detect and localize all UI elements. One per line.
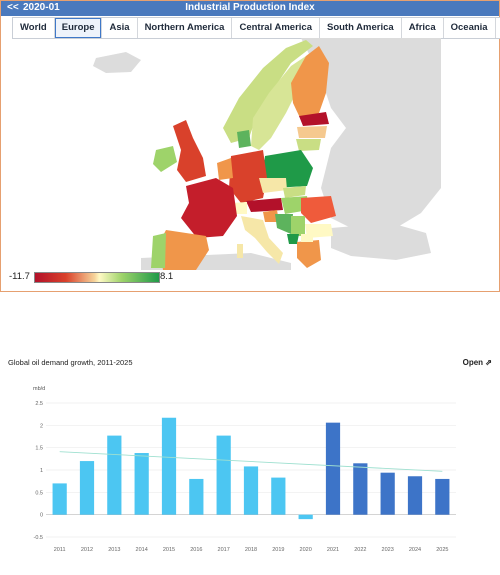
tab-europe[interactable]: Europe bbox=[54, 18, 103, 38]
bar-2020 bbox=[298, 514, 313, 520]
map-country-greece[interactable] bbox=[297, 240, 321, 268]
map-country-slovakia[interactable] bbox=[283, 186, 306, 198]
y-tick-label: 0.5 bbox=[35, 490, 43, 496]
map-country-portugal[interactable] bbox=[151, 233, 166, 268]
bar-2018 bbox=[243, 466, 259, 515]
map-landmass-east bbox=[301, 38, 441, 233]
y-tick-label: 2 bbox=[40, 423, 43, 429]
map-title: Industrial Production Index bbox=[185, 2, 315, 13]
x-tick-label: 2020 bbox=[300, 547, 312, 553]
map-country-lithuania[interactable] bbox=[296, 139, 321, 151]
x-tick-label: 2022 bbox=[354, 547, 366, 553]
tab-central-america[interactable]: Central America bbox=[232, 18, 320, 38]
map-country-ireland[interactable] bbox=[153, 146, 177, 172]
tab-oceania[interactable]: Oceania bbox=[444, 18, 496, 38]
map-country-uk[interactable] bbox=[173, 120, 206, 182]
map-country-austria[interactable] bbox=[246, 198, 283, 212]
bar-2013 bbox=[107, 435, 122, 515]
region-tabs: World Europe Asia Northern America Centr… bbox=[12, 17, 500, 39]
open-button-label: Open bbox=[462, 358, 484, 367]
map-country-north-macedonia[interactable] bbox=[301, 234, 313, 242]
industrial-production-map-widget: << 2020-01 Industrial Production Index W… bbox=[0, 0, 500, 292]
map-country-finland[interactable] bbox=[291, 46, 329, 120]
map-title-bar: << 2020-01 Industrial Production Index bbox=[1, 1, 499, 16]
expand-icon[interactable]: ⛶ bbox=[496, 18, 500, 37]
x-tick-label: 2021 bbox=[327, 547, 339, 553]
oil-demand-chart-card: mb/d 2.5 2 1.5 1 0.5 0 -0.5 2011 2012 2013 2014 2015… bbox=[0, 352, 500, 575]
chart-title: Global oil demand growth, 2011-2025 bbox=[8, 358, 133, 367]
back-button[interactable]: << bbox=[7, 2, 19, 13]
tab-africa[interactable]: Africa bbox=[402, 18, 444, 38]
x-tick-label: 2012 bbox=[81, 547, 93, 553]
x-tick-label: 2024 bbox=[409, 547, 421, 553]
map-country-sweden[interactable] bbox=[251, 56, 306, 150]
x-tick-label: 2014 bbox=[136, 547, 148, 553]
map-country-czechia[interactable] bbox=[259, 178, 287, 193]
x-tick-label: 2019 bbox=[272, 547, 284, 553]
oil-demand-bar-chart: mb/d 2.5 2 1.5 1 0.5 0 -0.5 2011 2012 2013 2014 2015… bbox=[33, 386, 456, 553]
bar-2021 bbox=[325, 422, 341, 515]
y-tick-label: 0 bbox=[40, 513, 43, 519]
bar-2011 bbox=[52, 483, 67, 515]
map-country-italy[interactable] bbox=[241, 216, 283, 264]
bar-2024 bbox=[407, 476, 423, 515]
x-tick-label: 2023 bbox=[382, 547, 394, 553]
map-country-spain[interactable] bbox=[159, 230, 209, 270]
bar-2015 bbox=[161, 417, 177, 515]
map-country-serbia[interactable] bbox=[291, 216, 305, 236]
bar-2025 bbox=[435, 478, 450, 515]
map-country-croatia[interactable] bbox=[275, 214, 293, 234]
map-country-norway[interactable] bbox=[223, 40, 313, 143]
tab-northern-america[interactable]: Northern America bbox=[138, 18, 233, 38]
bar-2019 bbox=[271, 477, 286, 515]
x-tick-label: 2015 bbox=[163, 547, 175, 553]
map-country-sardinia[interactable] bbox=[237, 244, 243, 258]
y-tick-label: 1.5 bbox=[35, 446, 43, 452]
x-tick-label: 2017 bbox=[218, 547, 230, 553]
bar-2016 bbox=[189, 478, 204, 515]
bar-2012 bbox=[79, 461, 95, 515]
tab-asia[interactable]: Asia bbox=[102, 18, 138, 38]
map-date: 2020-01 bbox=[23, 2, 60, 13]
map-country-romania[interactable] bbox=[301, 196, 336, 223]
bar-2017 bbox=[216, 435, 231, 515]
map-country-netherlands[interactable] bbox=[217, 158, 233, 180]
bar-2022 bbox=[353, 463, 368, 515]
y-tick-label: 1 bbox=[40, 468, 43, 474]
external-link-icon: ⇗ bbox=[485, 358, 492, 367]
legend-color-scale bbox=[34, 272, 160, 283]
y-tick-label: 2.5 bbox=[35, 401, 43, 407]
y-axis-label: mb/d bbox=[33, 386, 45, 392]
map-country-latvia[interactable] bbox=[297, 126, 327, 138]
map-country-germany[interactable] bbox=[229, 150, 267, 203]
map-country-slovenia[interactable] bbox=[263, 210, 279, 222]
open-button[interactable]: Open ⇗ bbox=[463, 358, 492, 367]
x-tick-label: 2018 bbox=[245, 547, 257, 553]
europe-choropleth-map[interactable] bbox=[1, 38, 499, 270]
bar-2014 bbox=[134, 453, 149, 515]
y-tick-label: -0.5 bbox=[34, 535, 43, 541]
map-landmass-iceland bbox=[93, 52, 141, 73]
trend-line bbox=[59, 451, 443, 472]
tab-south-america[interactable]: South America bbox=[320, 18, 402, 38]
bar-2023 bbox=[380, 472, 395, 515]
map-country-montenegro[interactable] bbox=[287, 234, 299, 244]
tab-world[interactable]: World bbox=[13, 18, 55, 38]
map-country-estonia[interactable] bbox=[299, 112, 329, 126]
x-tick-label: 2016 bbox=[190, 547, 202, 553]
map-country-france[interactable] bbox=[181, 178, 237, 238]
x-tick-label: 2013 bbox=[108, 547, 120, 553]
legend-max-value: 8.1 bbox=[160, 271, 174, 282]
x-tick-label: 2025 bbox=[436, 547, 448, 553]
x-tick-label: 2011 bbox=[54, 547, 66, 553]
legend-min-value: -11.7 bbox=[9, 271, 30, 282]
map-country-denmark[interactable] bbox=[237, 130, 251, 148]
map-landmass-turkey bbox=[331, 223, 431, 260]
